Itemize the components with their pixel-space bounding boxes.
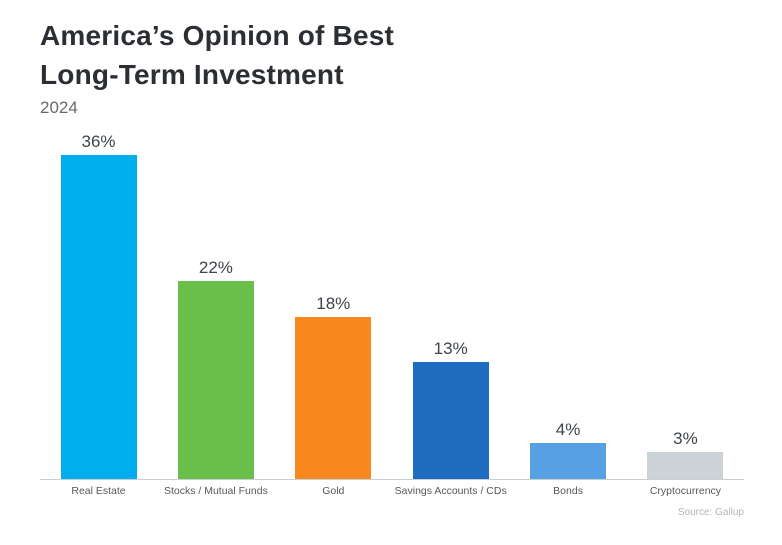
bar-value-label: 36%	[81, 132, 116, 152]
bar-value-label: 3%	[673, 429, 698, 449]
page-title: America’s Opinion of Best Long-Term Inve…	[40, 16, 744, 94]
bar-group: 36%	[40, 132, 157, 480]
bar-group: 3%	[627, 429, 744, 480]
bar	[295, 317, 372, 480]
bar	[60, 155, 137, 480]
bar-group: 4%	[510, 420, 627, 480]
page-title-line1: America’s Opinion of Best	[40, 20, 395, 51]
x-axis-label: Stocks / Mutual Funds	[163, 485, 268, 498]
source-attribution: Source: Gallup	[677, 507, 744, 519]
bar-group: 22%	[157, 258, 274, 480]
bar-chart: 36% 22% 18% 13% 4% 3%	[40, 120, 744, 481]
x-axis-label: Cryptocurrency	[649, 485, 722, 498]
bar	[647, 452, 724, 480]
bar	[530, 443, 607, 480]
bar-value-label: 22%	[198, 258, 233, 278]
chart-subtitle: 2024	[40, 98, 78, 118]
x-axis-labels: Real Estate Stocks / Mutual Funds Gold Savi…	[40, 485, 744, 497]
x-axis-label: Savings Accounts / CDs	[394, 485, 507, 498]
bar-value-label: 13%	[433, 339, 468, 359]
bar-group: 18%	[275, 294, 392, 480]
x-axis-label: Bonds	[553, 485, 583, 498]
bar-value-label: 18%	[316, 294, 351, 314]
x-axis-label: Gold	[322, 485, 345, 498]
bar-group: 13%	[392, 339, 509, 480]
bar	[177, 281, 254, 480]
bar	[412, 362, 489, 480]
bar-value-label: 4%	[555, 420, 581, 440]
page-title-line2: Long-Term Investment	[40, 59, 344, 91]
x-axis-label: Real Estate	[71, 485, 126, 498]
